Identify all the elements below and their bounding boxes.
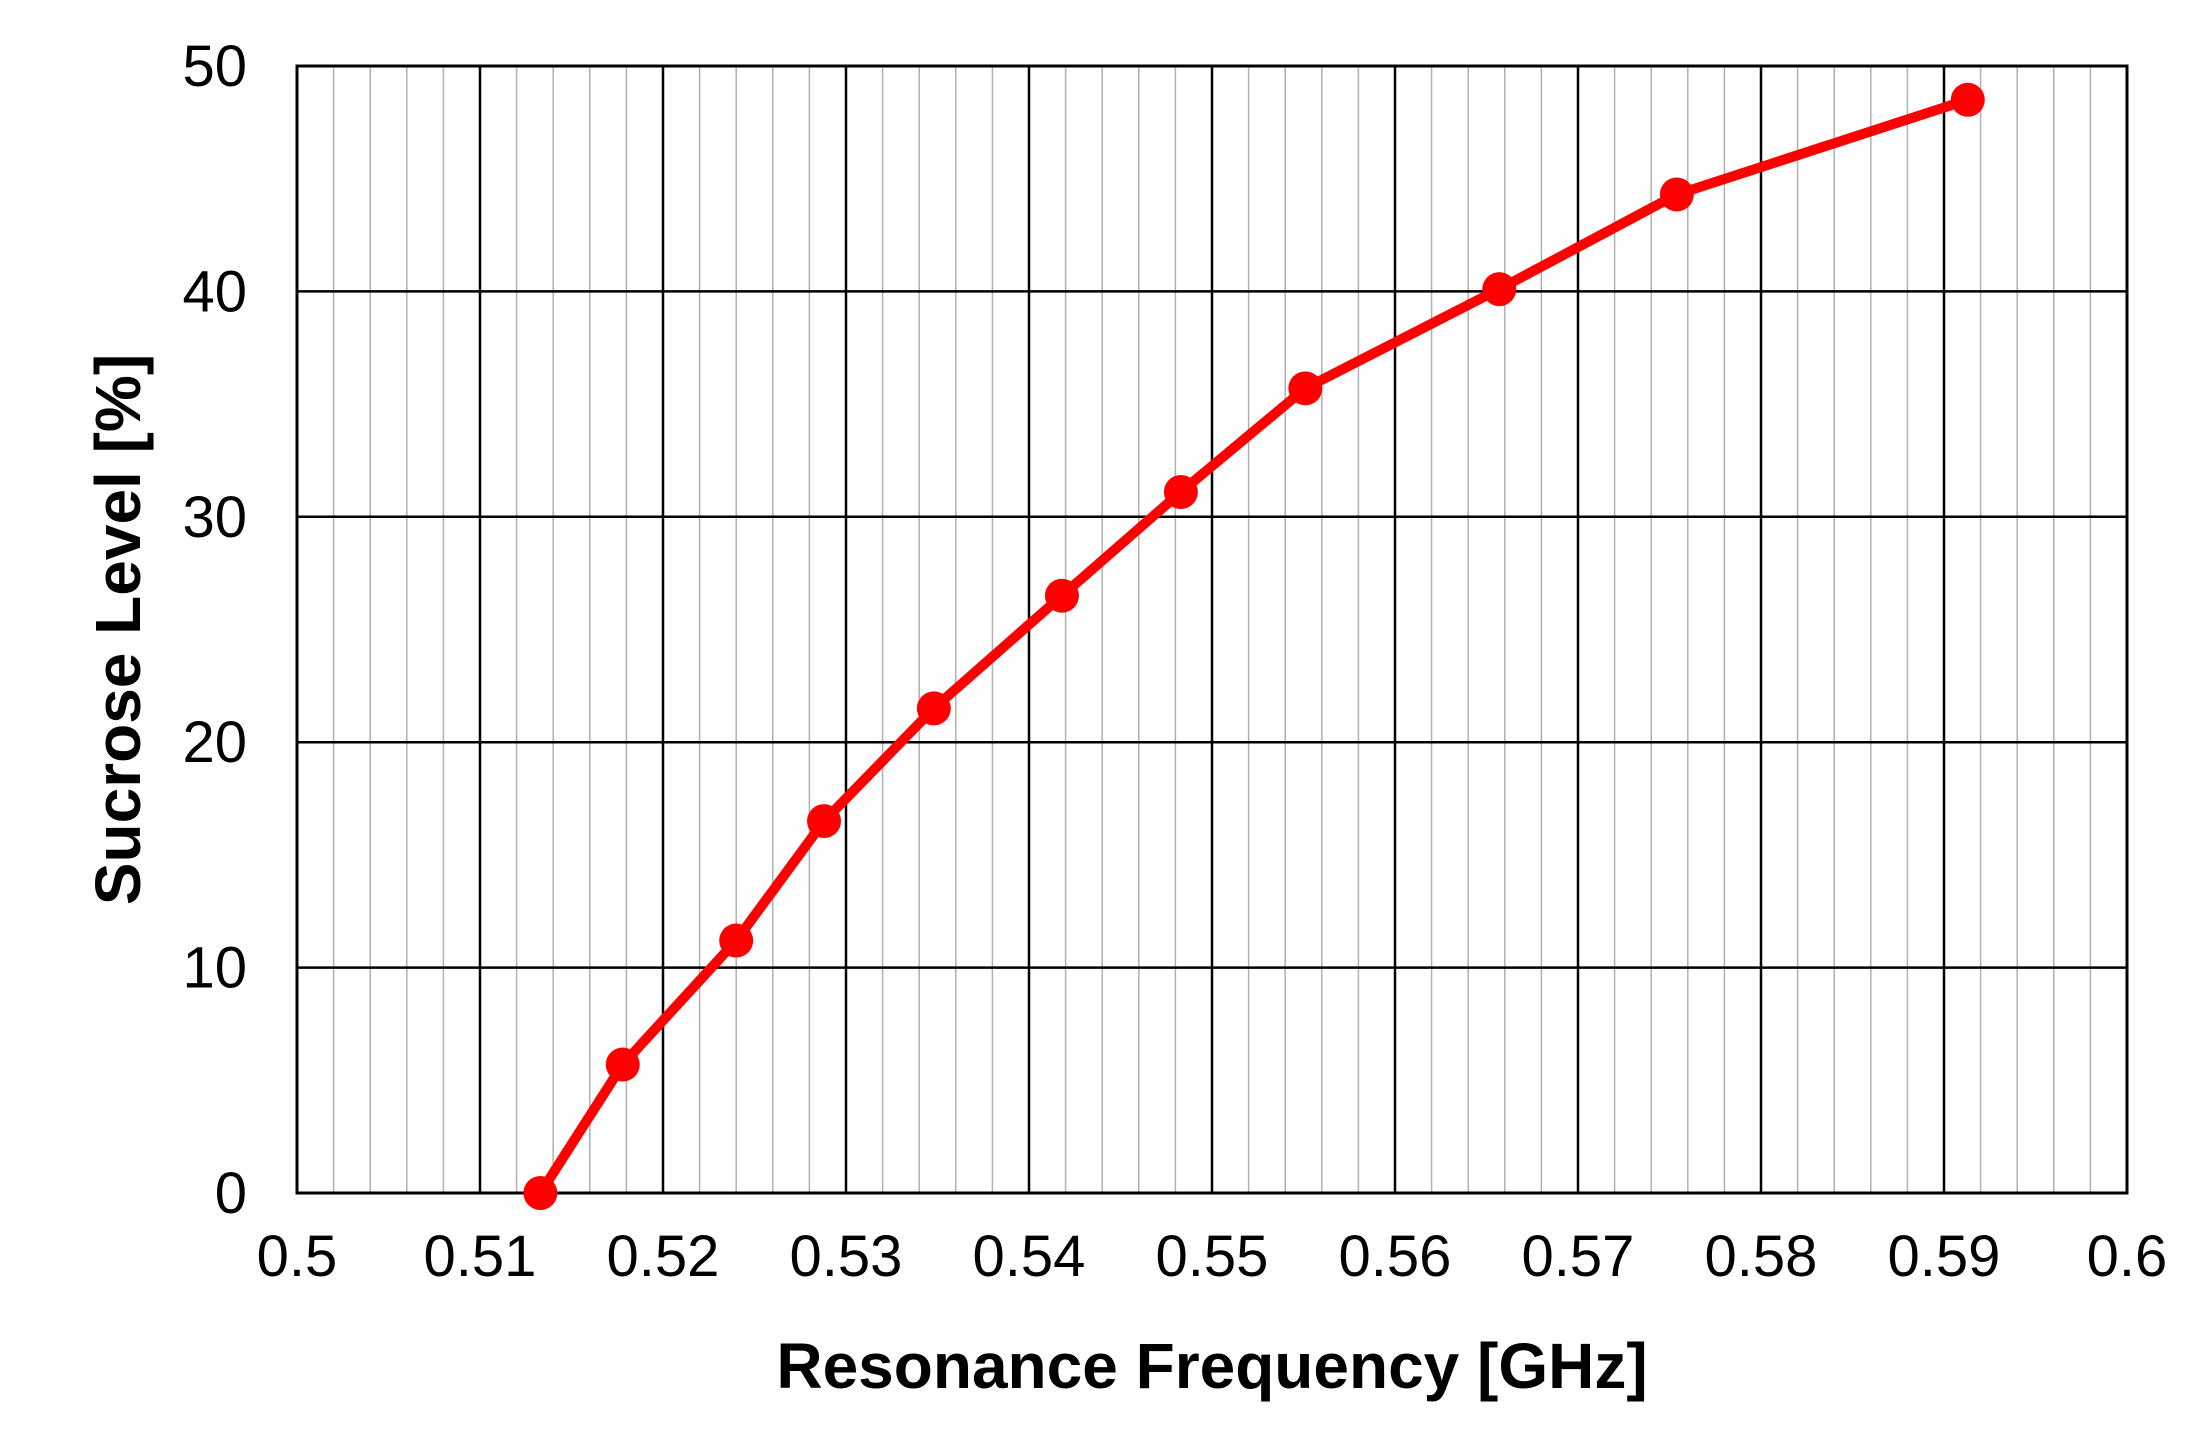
x-tick-label: 0.52: [607, 1224, 720, 1289]
data-point-marker: [523, 1176, 558, 1210]
x-tick-label: 0.53: [790, 1224, 903, 1289]
data-point-marker: [1288, 371, 1323, 406]
data-point-marker: [1163, 475, 1198, 510]
data-point-marker: [605, 1047, 640, 1082]
x-axis-tick-labels: 0.5 0.51 0.52 0.53 0.54 0.55 0.56 0.57 0.58 0.59 0…: [257, 1224, 2168, 1289]
data-point-marker: [807, 804, 842, 839]
x-tick-label: 0.56: [1339, 1224, 1452, 1289]
x-tick-label: 0.55: [1156, 1224, 1269, 1289]
y-axis-title: Sucrose Level [%]: [82, 354, 154, 905]
major-gridlines: [297, 66, 2127, 1193]
x-tick-label: 0.51: [424, 1224, 537, 1289]
data-point-marker: [1044, 578, 1079, 613]
x-tick-label: 0.54: [973, 1224, 1086, 1289]
x-tick-label: 0.57: [1522, 1224, 1635, 1289]
y-axis-tick-labels: 0 10 20 30 40 50: [182, 34, 247, 1226]
x-tick-label: 0.5: [257, 1224, 338, 1289]
y-tick-label: 20: [182, 710, 247, 775]
x-tick-label: 0.58: [1705, 1224, 1818, 1289]
x-tick-label: 0.6: [2087, 1224, 2168, 1289]
x-axis-title: Resonance Frequency [GHz]: [776, 1330, 1647, 1402]
y-tick-label: 10: [182, 936, 247, 1001]
y-tick-label: 0: [215, 1161, 247, 1226]
y-tick-label: 50: [182, 34, 247, 99]
plot-area-border: [295, 64, 2129, 1195]
data-point-marker: [1950, 82, 1985, 117]
y-tick-label: 40: [182, 259, 247, 324]
data-point-marker: [1659, 177, 1694, 212]
data-point-marker: [719, 923, 754, 958]
data-point-marker: [1482, 272, 1517, 307]
minor-gridlines: [332, 66, 2092, 1193]
data-point-marker: [916, 691, 951, 726]
x-tick-label: 0.59: [1888, 1224, 2001, 1289]
y-tick-label: 30: [182, 485, 247, 550]
data-series: [523, 82, 1985, 1210]
series-line: [535, 94, 1973, 1198]
